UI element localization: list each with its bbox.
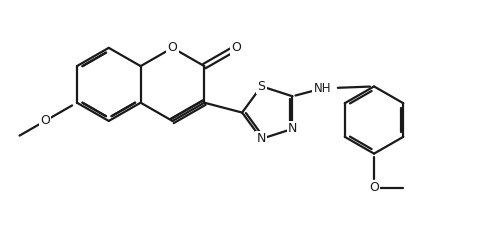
Text: NH: NH xyxy=(313,82,331,95)
Text: O: O xyxy=(369,181,379,194)
Text: N: N xyxy=(288,122,297,135)
Text: N: N xyxy=(257,132,266,145)
Text: S: S xyxy=(258,80,265,93)
Text: O: O xyxy=(231,41,241,54)
Text: O: O xyxy=(40,114,50,128)
Text: O: O xyxy=(168,41,177,54)
